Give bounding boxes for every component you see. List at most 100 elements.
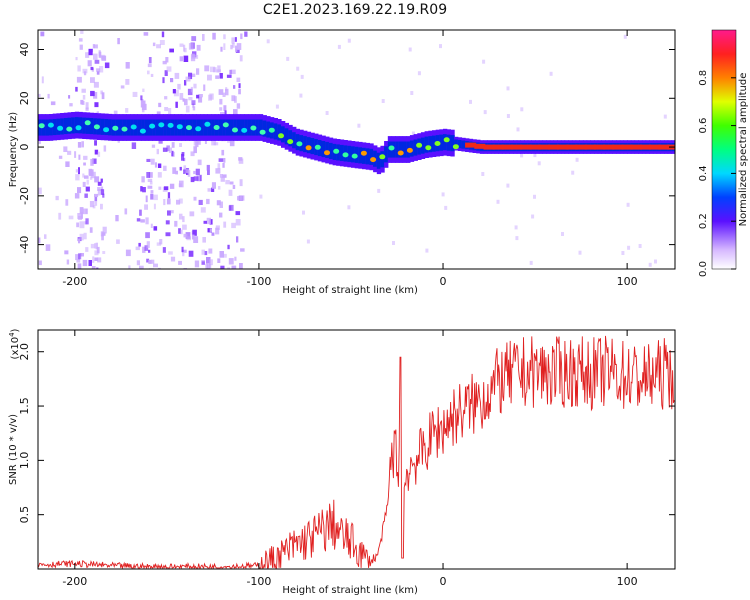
noise-speck — [94, 257, 99, 261]
noise-speck — [100, 203, 103, 210]
noise-speck — [147, 63, 152, 68]
noise-speck — [469, 99, 472, 104]
ridge-inner — [207, 119, 212, 136]
noise-speck — [146, 241, 150, 248]
noise-speck — [96, 267, 99, 269]
x-tick-label: 0 — [440, 275, 447, 288]
noise-speck — [97, 188, 101, 196]
colorbar-tick-label: 0.4 — [698, 165, 709, 181]
noise-speck — [94, 176, 100, 183]
noise-speck — [185, 105, 190, 113]
noise-speck — [89, 201, 94, 208]
noise-speck — [78, 253, 82, 260]
noise-speck — [125, 62, 130, 69]
noise-speck — [215, 225, 220, 230]
ridge-inner — [358, 147, 363, 164]
noise-speck — [210, 66, 215, 73]
noise-speck — [191, 234, 195, 240]
noise-speck — [578, 250, 582, 255]
noise-speck — [215, 75, 219, 79]
noise-speck — [100, 90, 103, 95]
ridge-inner — [284, 128, 289, 145]
noise-speck — [178, 198, 183, 204]
ridge-inner — [244, 119, 249, 136]
ridge-peak — [425, 145, 432, 151]
noise-speck — [206, 264, 210, 269]
ridge-peak — [370, 157, 377, 163]
ridge-peak — [511, 144, 523, 150]
ridge-peak — [314, 144, 321, 150]
ridge-peak — [388, 145, 395, 151]
ridge-peak — [158, 122, 165, 128]
noise-speck — [663, 114, 667, 119]
noise-speck — [206, 198, 210, 205]
noise-speck — [153, 194, 158, 201]
noise-layer — [38, 30, 667, 269]
noise-speck — [193, 170, 196, 175]
noise-speck — [561, 232, 564, 236]
noise-speck — [180, 229, 183, 235]
noise-speck — [47, 93, 50, 99]
noise-speck — [188, 97, 193, 101]
colorbar-tick-label: 0.2 — [698, 213, 709, 229]
noise-speck — [170, 78, 174, 83]
y-tick-label: 40 — [18, 43, 31, 57]
noise-speck — [165, 57, 169, 63]
noise-speck — [190, 54, 196, 62]
noise-speck — [144, 245, 149, 251]
noise-speck — [82, 68, 88, 74]
noise-speck — [85, 218, 89, 225]
noise-speck — [193, 236, 199, 243]
noise-speck — [139, 209, 142, 216]
noise-speck — [174, 220, 178, 227]
noise-speck — [244, 31, 248, 37]
noise-speck — [220, 176, 225, 182]
noise-speck — [238, 158, 244, 164]
noise-speck — [188, 250, 194, 257]
noise-speck — [165, 220, 170, 225]
ridge-peak — [351, 153, 358, 159]
noise-speck — [198, 199, 203, 205]
noise-speck — [172, 89, 176, 94]
noise-speck — [166, 145, 170, 152]
noise-speck — [96, 68, 101, 72]
noise-speck — [234, 96, 237, 103]
noise-speck — [168, 108, 172, 115]
noise-speck — [103, 145, 107, 152]
ridge-inner — [119, 119, 124, 136]
noise-speck — [145, 217, 149, 225]
noise-speck — [80, 253, 84, 257]
noise-speck — [78, 167, 80, 175]
noise-speck — [178, 183, 182, 187]
y-tick-label: 1.5 — [18, 397, 31, 415]
ridge-peak — [259, 129, 266, 135]
ridge-peak — [333, 148, 340, 154]
noise-speck — [169, 183, 175, 189]
noise-speck — [164, 107, 169, 112]
noise-speck — [218, 89, 224, 95]
noise-speck — [166, 66, 172, 72]
y-tick-label: 20 — [18, 91, 31, 105]
noise-speck — [181, 246, 184, 253]
noise-speck — [104, 62, 110, 69]
colorbar-gradient — [711, 29, 737, 270]
noise-speck — [113, 110, 118, 116]
y-tick-label: 0 — [18, 144, 31, 151]
ridge-peak — [416, 142, 423, 148]
noise-speck — [77, 187, 82, 194]
noise-speck — [296, 66, 300, 71]
ridge-peak — [465, 142, 477, 148]
noise-speck — [220, 265, 225, 269]
ridge-peak — [75, 125, 82, 131]
noise-speck — [217, 163, 221, 169]
noise-speck — [223, 34, 226, 40]
noise-speck — [191, 36, 197, 42]
noise-speck — [158, 139, 163, 144]
noise-speck — [192, 103, 195, 108]
ridge-peak — [195, 126, 202, 132]
y-tick-label: 0.5 — [18, 506, 31, 524]
noise-speck — [654, 259, 657, 264]
x-axis-label: Height of straight line (km) — [282, 585, 418, 596]
noise-speck — [171, 150, 174, 157]
noise-speck — [100, 178, 103, 183]
